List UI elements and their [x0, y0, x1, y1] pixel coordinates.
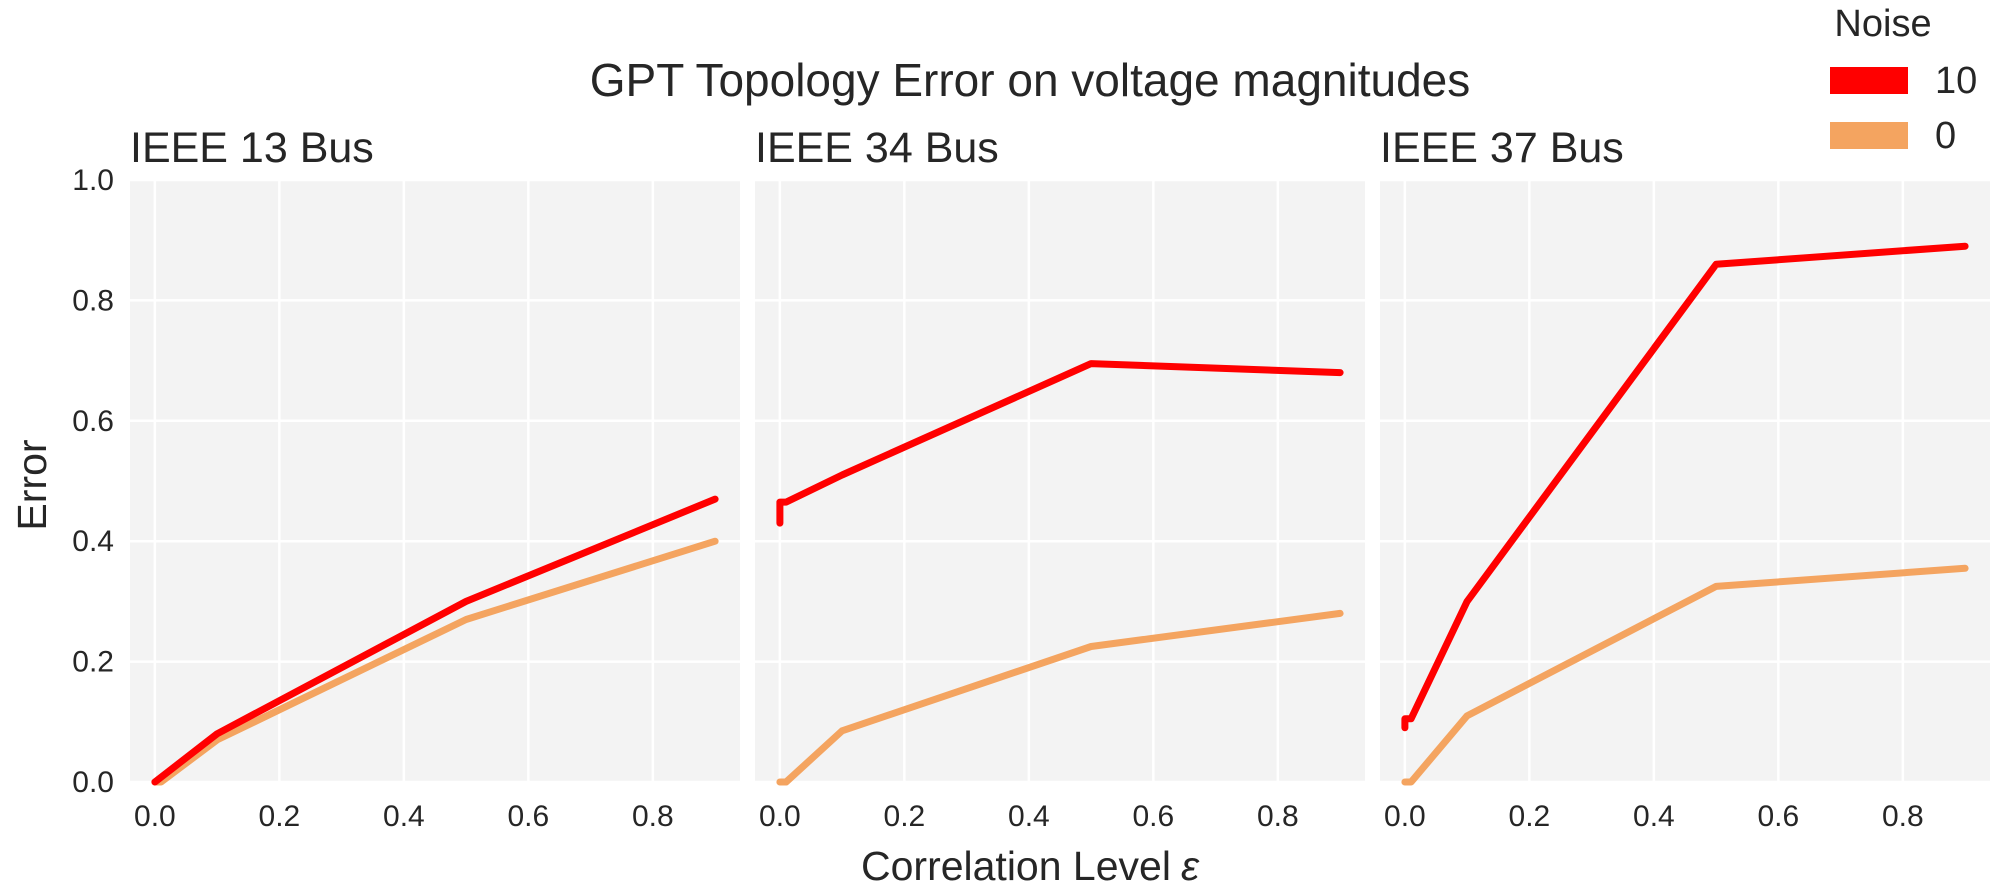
x-tick-label: 0.4 — [1008, 800, 1050, 833]
x-tick-label: 0.4 — [383, 800, 425, 833]
legend-title: Noise — [1834, 3, 1931, 45]
panel-title: IEEE 13 Bus — [130, 124, 374, 172]
y-tick-label: 1.0 — [72, 164, 114, 197]
legend: Noise 10 0 — [1830, 3, 1977, 157]
panel-2: 0.0 0.2 0.4 0.6 0.8 IEEE 34 Bus — [755, 124, 1365, 833]
x-tick-label: 0.2 — [1509, 800, 1551, 833]
x-axis-label: Correlation Level ε — [861, 843, 1200, 889]
x-axis-label-text: Correlation Level — [861, 843, 1171, 889]
legend-label-10: 10 — [1935, 60, 1977, 102]
panel-1: 0.0 0.2 0.4 0.6 0.8 0.0 0.2 0.4 0.6 0.8 1.0 IEEE 13… — [72, 124, 740, 833]
x-tick-label: 0.8 — [632, 800, 674, 833]
x-tick-label: 0.6 — [1758, 800, 1800, 833]
y-tick-label: 0.8 — [72, 284, 114, 317]
plot-background — [130, 180, 740, 782]
panel-title: IEEE 34 Bus — [755, 124, 999, 172]
plot-background — [1380, 180, 1990, 782]
series-line-noise-10 — [151, 495, 719, 786]
panel-title: IEEE 37 Bus — [1380, 124, 1624, 172]
x-tick-label: 0.6 — [1133, 800, 1175, 833]
legend-swatch-0 — [1830, 122, 1908, 149]
y-tick-label: 0.0 — [72, 766, 114, 799]
panels: 0.0 0.2 0.4 0.6 0.8 0.0 0.2 0.4 0.6 0.8 1.0 IEEE 13… — [72, 124, 1990, 833]
y-tick-label: 0.2 — [72, 646, 114, 679]
x-tick-label: 0.0 — [134, 800, 176, 833]
y-axis-label: Error — [9, 439, 55, 530]
x-tick-label: 0.8 — [1882, 800, 1924, 833]
x-tick-label: 0.2 — [259, 800, 301, 833]
legend-label-0: 0 — [1935, 115, 1956, 157]
series-line-noise-0 — [776, 609, 1344, 786]
x-tick-label: 0.0 — [759, 800, 801, 833]
x-tick-label: 0.8 — [1257, 800, 1299, 833]
series-line-noise-0 — [1401, 564, 1969, 786]
x-tick-label: 0.0 — [1384, 800, 1426, 833]
plot-background — [755, 180, 1365, 782]
series-line-noise-10 — [776, 360, 1344, 527]
x-tick-label: 0.4 — [1633, 800, 1675, 833]
y-tick-label: 0.4 — [72, 525, 114, 558]
series-line-noise-10 — [1401, 242, 1969, 732]
panel-3: 0.0 0.2 0.4 0.6 0.8 IEEE 37 Bus — [1380, 124, 1990, 833]
x-tick-label: 0.2 — [884, 800, 926, 833]
y-tick-label: 0.6 — [72, 405, 114, 438]
chart-title: GPT Topology Error on voltage magnitudes — [590, 54, 1470, 106]
legend-swatch-10 — [1830, 67, 1908, 94]
x-axis-label-symbol: ε — [1181, 843, 1200, 889]
x-tick-label: 0.6 — [508, 800, 550, 833]
